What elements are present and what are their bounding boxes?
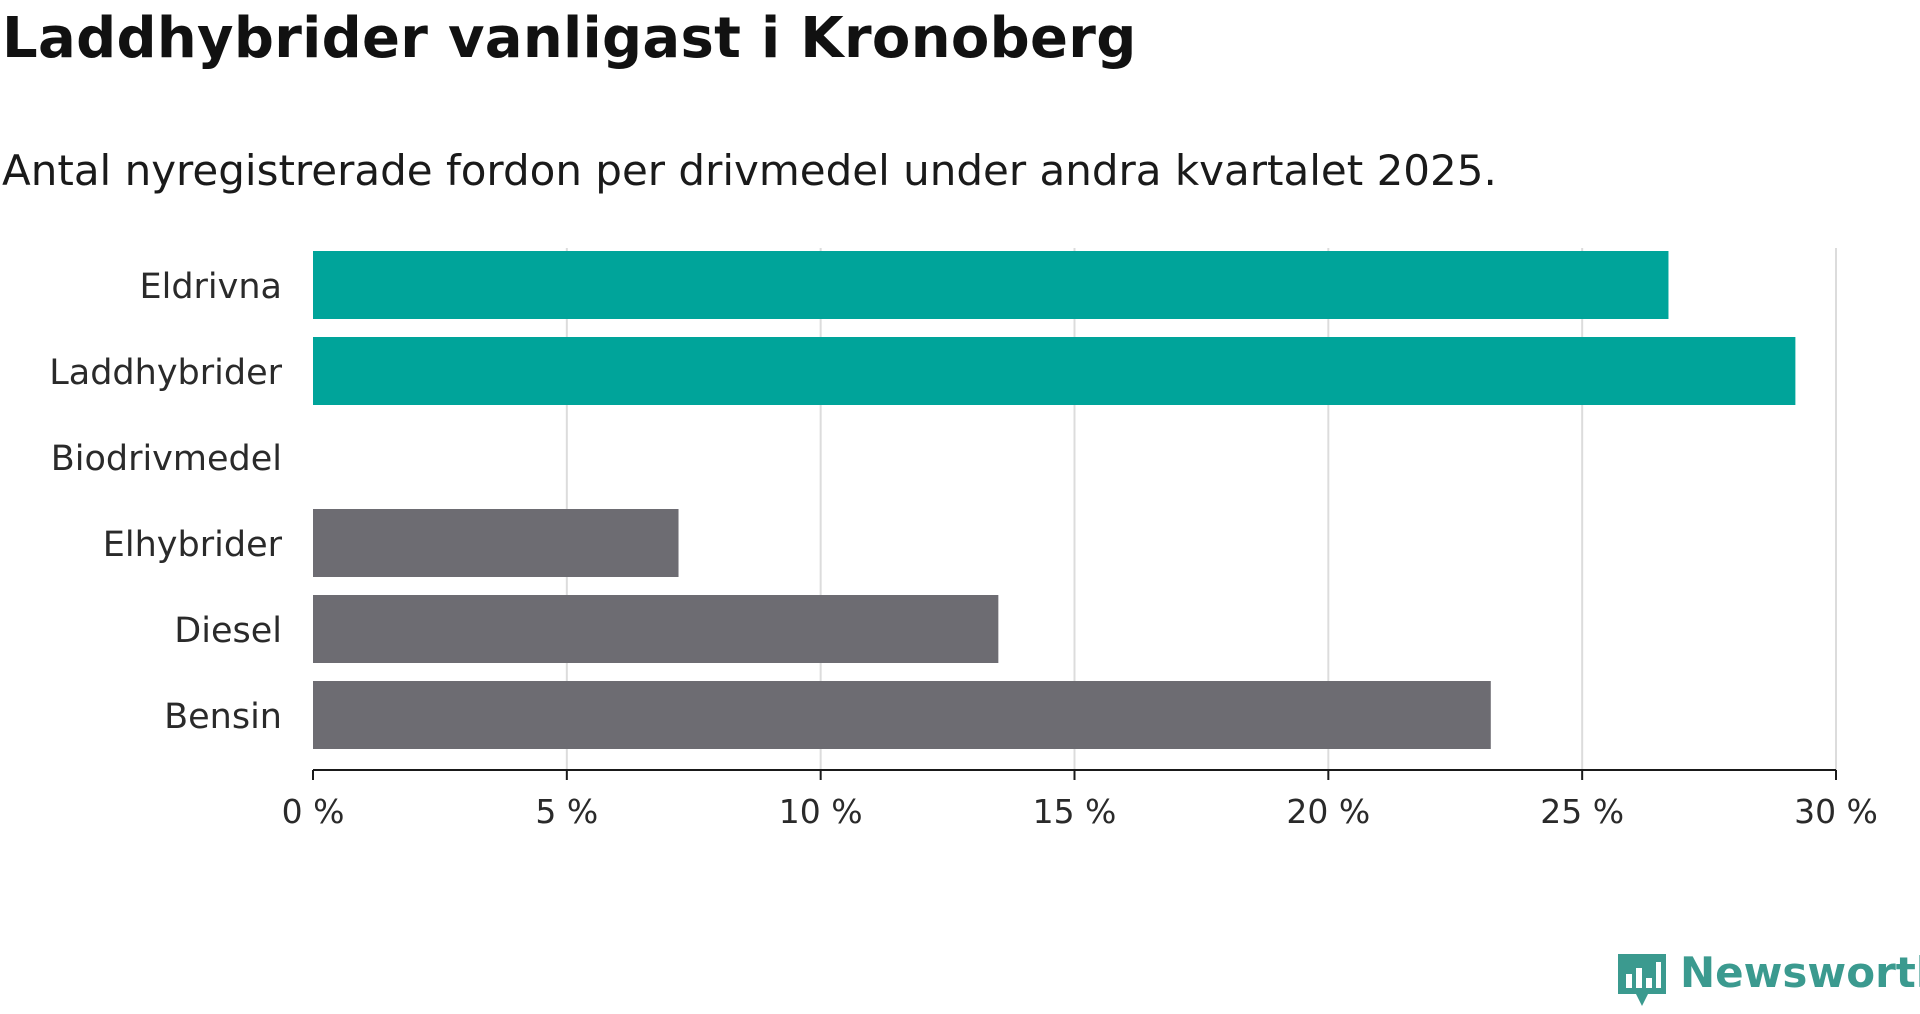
- x-tick-label: 15 %: [1033, 792, 1117, 831]
- x-tick-label: 30 %: [1794, 792, 1878, 831]
- x-tick-label: 25 %: [1540, 792, 1624, 831]
- bar-elhybrider: [313, 509, 679, 577]
- brand-name: Newsworthy: [1680, 948, 1920, 997]
- newsworthy-logo-icon: [1618, 954, 1666, 1006]
- category-label: Bensin: [164, 697, 282, 737]
- category-label: Biodrivmedel: [51, 439, 282, 479]
- bar-chart: Eldrivna Laddhybrider Biodrivmedel Elhybrid…: [49, 248, 1878, 831]
- category-label: Eldrivna: [139, 267, 282, 307]
- x-tick-label: 20 %: [1286, 792, 1370, 831]
- x-tick-label: 10 %: [779, 792, 863, 831]
- x-tick-label: 0 %: [282, 792, 345, 831]
- bar-eldrivna: [313, 251, 1669, 319]
- category-label: Elhybrider: [103, 525, 283, 565]
- chart-subtitle: Antal nyregistrerade fordon per drivmede…: [2, 146, 1497, 195]
- chart-title: Laddhybrider vanligast i Kronoberg: [2, 6, 1137, 71]
- category-label: Diesel: [174, 611, 282, 651]
- x-tick-label: 5 %: [535, 792, 598, 831]
- bar-laddhybrider: [313, 337, 1796, 405]
- bar-diesel: [313, 595, 999, 663]
- category-label: Laddhybrider: [49, 353, 282, 393]
- bar-bensin: [313, 681, 1491, 749]
- newsworthy-logo: [1614, 950, 1914, 1010]
